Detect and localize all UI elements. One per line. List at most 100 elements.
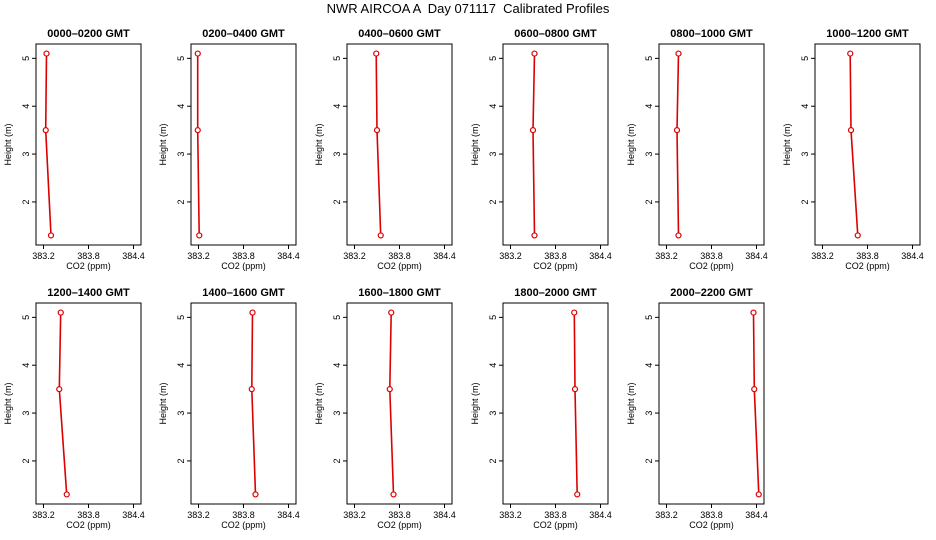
y-tick-label: 5	[332, 315, 342, 320]
y-axis-label: Height (m)	[782, 123, 792, 165]
y-tick-label: 2	[332, 458, 342, 463]
y-axis-label: Height (m)	[3, 123, 13, 165]
y-tick-label: 5	[332, 56, 342, 61]
x-axis-label: CO2 (ppm)	[845, 261, 890, 271]
panel-title: 1200–1400 GMT	[47, 287, 130, 299]
x-tick-label: 384.4	[901, 251, 924, 261]
data-point	[252, 491, 259, 498]
data-point	[63, 491, 70, 498]
plot-frame	[35, 43, 142, 246]
data-point	[755, 491, 762, 498]
plot-frame	[190, 43, 297, 246]
plot-frame	[35, 302, 142, 505]
panel-10: 1800–2000 GMT 383.2 383.8 384.4 CO2 (ppm) 2 3 4…	[470, 287, 612, 530]
x-axis-label: CO2 (ppm)	[377, 520, 422, 530]
x-tick-label: 383.8	[388, 251, 411, 261]
y-tick-label: 2	[800, 199, 810, 204]
y-tick-label: 2	[176, 458, 186, 463]
panel-title: 0200–0400 GMT	[202, 28, 285, 40]
y-tick-label: 3	[644, 411, 654, 416]
y-axis-label: Height (m)	[158, 382, 168, 424]
y-tick-label: 2	[21, 458, 31, 463]
x-axis-label: CO2 (ppm)	[689, 261, 734, 271]
data-point	[529, 127, 537, 134]
y-tick-label: 2	[21, 199, 31, 204]
plot-frame	[658, 43, 765, 246]
data-point	[388, 309, 395, 316]
y-tick-label: 4	[176, 104, 186, 109]
x-tick-label: 383.2	[811, 251, 834, 261]
x-tick-label: 384.4	[433, 251, 456, 261]
y-tick-label: 2	[176, 199, 186, 204]
data-point	[56, 386, 63, 393]
x-axis-label: CO2 (ppm)	[689, 520, 734, 530]
panel-5: 0800–1000 GMT 383.2 383.8 384.4 CO2 (ppm) 2 3 4…	[626, 28, 768, 271]
data-point	[57, 309, 64, 316]
panel-1: 0000–0200 GMT 383.2 383.8 384.4 CO2 (ppm) 2 3 4…	[3, 28, 145, 271]
x-tick-label: 384.4	[122, 251, 145, 261]
figure-title: NWR AIRCOA A Day 071117 Calibrated Profi…	[326, 1, 610, 16]
y-tick-label: 3	[488, 152, 498, 157]
x-tick-label: 384.4	[589, 510, 612, 520]
y-tick-label: 4	[488, 363, 498, 368]
x-tick-label: 383.8	[544, 510, 567, 520]
x-tick-label: 383.8	[77, 251, 100, 261]
y-axis-label: Height (m)	[470, 382, 480, 424]
y-tick-label: 4	[21, 104, 31, 109]
y-tick-label: 4	[332, 363, 342, 368]
data-point	[531, 232, 538, 239]
y-tick-label: 2	[644, 199, 654, 204]
data-point	[390, 491, 397, 498]
panel-2: 0200–0400 GMT 383.2 383.8 384.4 CO2 (ppm) 2 3 4…	[158, 28, 300, 271]
data-point	[47, 232, 55, 239]
y-tick-label: 2	[488, 458, 498, 463]
y-tick-label: 4	[800, 104, 810, 109]
x-axis-label: CO2 (ppm)	[66, 520, 111, 530]
y-tick-label: 4	[644, 104, 654, 109]
x-tick-label: 383.2	[32, 251, 55, 261]
data-point	[373, 127, 381, 134]
panel-7: 1200–1400 GMT 383.2 383.8 384.4 CO2 (ppm) 2 3 4…	[3, 287, 145, 530]
x-tick-label: 383.2	[655, 251, 678, 261]
y-tick-label: 5	[800, 56, 810, 61]
panel-title: 1400–1600 GMT	[202, 287, 285, 299]
x-axis-label: CO2 (ppm)	[221, 520, 266, 530]
x-tick-label: 384.4	[122, 510, 145, 520]
panel-title: 0600–0800 GMT	[514, 28, 597, 40]
x-axis-label: CO2 (ppm)	[221, 261, 266, 271]
y-tick-label: 4	[21, 363, 31, 368]
profile-line	[752, 312, 760, 495]
y-tick-label: 2	[644, 458, 654, 463]
data-point	[571, 386, 579, 393]
y-tick-label: 4	[488, 104, 498, 109]
x-axis-label: CO2 (ppm)	[533, 520, 578, 530]
y-axis-label: Height (m)	[470, 123, 480, 165]
panel-4: 0600–0800 GMT 383.2 383.8 384.4 CO2 (ppm) 2 3 4…	[470, 28, 612, 271]
x-tick-label: 383.2	[499, 510, 522, 520]
data-point	[194, 127, 201, 134]
x-tick-label: 383.2	[343, 251, 366, 261]
profile-line	[58, 312, 68, 495]
x-tick-label: 383.2	[32, 510, 55, 520]
panel-title: 0000–0200 GMT	[47, 28, 130, 40]
data-point	[377, 232, 384, 239]
x-tick-label: 383.8	[232, 251, 255, 261]
y-tick-label: 5	[488, 315, 498, 320]
data-point	[675, 50, 682, 57]
y-tick-label: 3	[176, 152, 186, 157]
plot-frame	[814, 43, 921, 246]
data-point	[42, 127, 49, 134]
profile-line	[676, 53, 680, 236]
x-tick-label: 383.2	[187, 510, 210, 520]
y-tick-label: 5	[488, 56, 498, 61]
y-tick-label: 5	[176, 315, 186, 320]
y-axis-label: Height (m)	[314, 382, 324, 424]
profile-line	[388, 312, 395, 495]
y-tick-label: 3	[800, 152, 810, 157]
panel-title: 1600–1800 GMT	[358, 287, 441, 299]
panel-8: 1400–1600 GMT 383.2 383.8 384.4 CO2 (ppm) 2 3 4…	[158, 287, 300, 530]
plot-frame	[502, 43, 609, 246]
y-tick-label: 5	[644, 56, 654, 61]
x-tick-label: 383.8	[700, 251, 723, 261]
